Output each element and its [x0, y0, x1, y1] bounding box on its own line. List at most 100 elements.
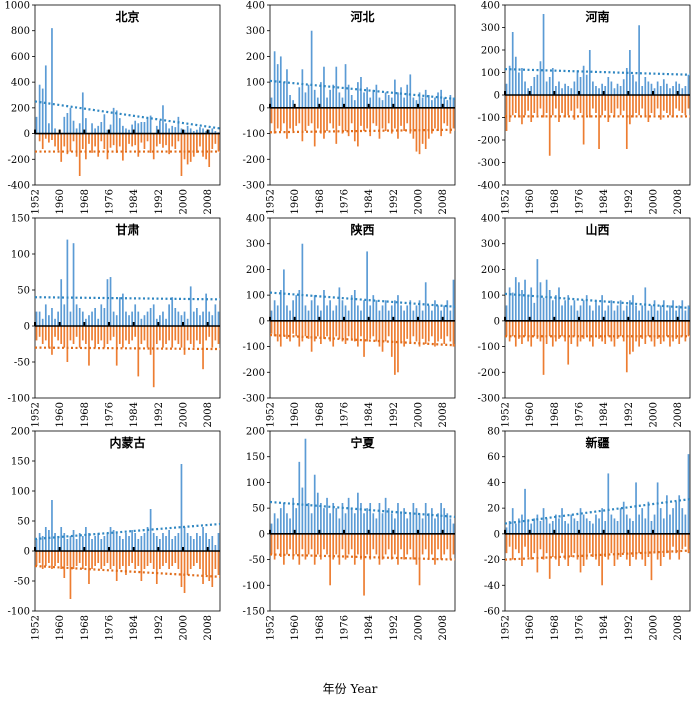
- positive-bar: [421, 518, 424, 534]
- positive-bar: [595, 514, 597, 534]
- positive-bar: [338, 287, 341, 321]
- negative-bar: [598, 320, 600, 339]
- negative-bar: [511, 533, 514, 560]
- positive-bar: [94, 308, 96, 326]
- negative-bar: [38, 551, 41, 563]
- y-tick-label: 80: [487, 427, 500, 438]
- negative-bar: [149, 326, 152, 355]
- positive-bar: [304, 92, 307, 108]
- positive-bar: [684, 86, 687, 95]
- x-tick-label: 1952: [266, 402, 277, 427]
- positive-bar: [521, 290, 523, 321]
- negative-bar: [678, 533, 681, 560]
- negative-bar: [152, 133, 155, 160]
- y-tick-label: 100: [481, 291, 500, 302]
- negative-bar: [440, 320, 442, 339]
- negative-bar: [431, 533, 433, 555]
- subplot-2: -300 -200 -100 0 100 200 300 400 1952 1960 1968 197…: [243, 1, 456, 214]
- negative-bar: [644, 533, 647, 566]
- positive-bar: [610, 300, 613, 321]
- negative-bar: [301, 533, 304, 550]
- y-tick-label: -300: [243, 181, 265, 192]
- positive-bar: [310, 300, 313, 321]
- positive-bar: [347, 497, 350, 534]
- y-tick-label: 50: [17, 286, 30, 297]
- positive-bar: [174, 308, 177, 326]
- x-tick: [441, 103, 444, 108]
- y-tick-label: -200: [478, 136, 500, 147]
- positive-bar: [567, 523, 570, 534]
- y-tick-label: -300: [478, 158, 500, 169]
- negative-bar: [177, 326, 180, 344]
- positive-bar: [177, 116, 180, 134]
- positive-bar: [418, 513, 421, 534]
- negative-bar: [508, 533, 511, 547]
- negative-bar: [366, 320, 368, 342]
- negative-bar: [357, 107, 359, 147]
- positive-trend-line: [269, 79, 456, 100]
- negative-bar: [131, 133, 133, 147]
- positive-bar: [427, 513, 430, 534]
- subplot-title: 内蒙古: [109, 435, 145, 450]
- positive-bar: [629, 518, 631, 534]
- negative-bar: [205, 133, 207, 160]
- negative-bar: [310, 533, 313, 550]
- negative-bar: [186, 326, 189, 341]
- positive-bar: [443, 97, 446, 108]
- negative-bar: [518, 533, 520, 554]
- subplot-title: 甘肃: [115, 222, 139, 237]
- x-tick-label: 2000: [414, 615, 425, 640]
- negative-bar: [505, 320, 508, 337]
- negative-bar: [100, 133, 103, 142]
- positive-bar: [449, 310, 452, 321]
- positive-bar: [180, 464, 183, 551]
- positive-bar: [106, 279, 109, 326]
- negative-bar: [653, 533, 656, 554]
- negative-bar: [601, 533, 603, 586]
- negative-bar: [403, 107, 405, 131]
- negative-bar: [561, 533, 563, 554]
- negative-bar: [276, 320, 279, 342]
- positive-bar: [51, 28, 53, 134]
- negative-bar: [94, 133, 96, 147]
- positive-bar: [644, 518, 647, 534]
- negative-bar: [622, 320, 625, 342]
- negative-bar: [292, 107, 294, 131]
- positive-bar: [427, 95, 430, 108]
- positive-bar: [666, 83, 668, 95]
- negative-bar: [180, 326, 183, 348]
- positive-bar: [270, 310, 273, 321]
- positive-bar: [555, 86, 557, 95]
- negative-bar: [316, 533, 319, 555]
- plot-frame: [34, 4, 221, 186]
- positive-bar: [66, 539, 69, 551]
- x-tick: [182, 129, 184, 134]
- negative-bar: [378, 533, 381, 565]
- negative-bar: [687, 320, 690, 337]
- negative-bar: [57, 326, 59, 341]
- positive-bar: [366, 251, 368, 321]
- positive-bar: [598, 88, 600, 95]
- negative-bar: [109, 133, 112, 148]
- positive-bar: [625, 68, 628, 95]
- x-tick-label: 1976: [575, 615, 586, 640]
- positive-bar: [279, 508, 282, 534]
- negative-bar: [573, 320, 576, 337]
- x-tick: [652, 91, 654, 95]
- negative-bar: [152, 326, 155, 388]
- negative-bar: [437, 107, 439, 131]
- positive-bar: [63, 116, 66, 134]
- negative-bar: [78, 326, 81, 348]
- negative-bar: [72, 326, 75, 344]
- positive-bar: [326, 97, 328, 108]
- positive-bar: [551, 68, 554, 95]
- negative-bar: [183, 326, 186, 355]
- positive-bar: [350, 508, 353, 534]
- x-tick: [528, 91, 531, 95]
- negative-bar: [149, 551, 152, 563]
- x-tick-label: 1960: [55, 189, 66, 214]
- positive-bar: [174, 536, 177, 551]
- negative-bar: [304, 320, 307, 337]
- negative-bar: [521, 95, 523, 125]
- x-tick-label: 1952: [266, 189, 277, 214]
